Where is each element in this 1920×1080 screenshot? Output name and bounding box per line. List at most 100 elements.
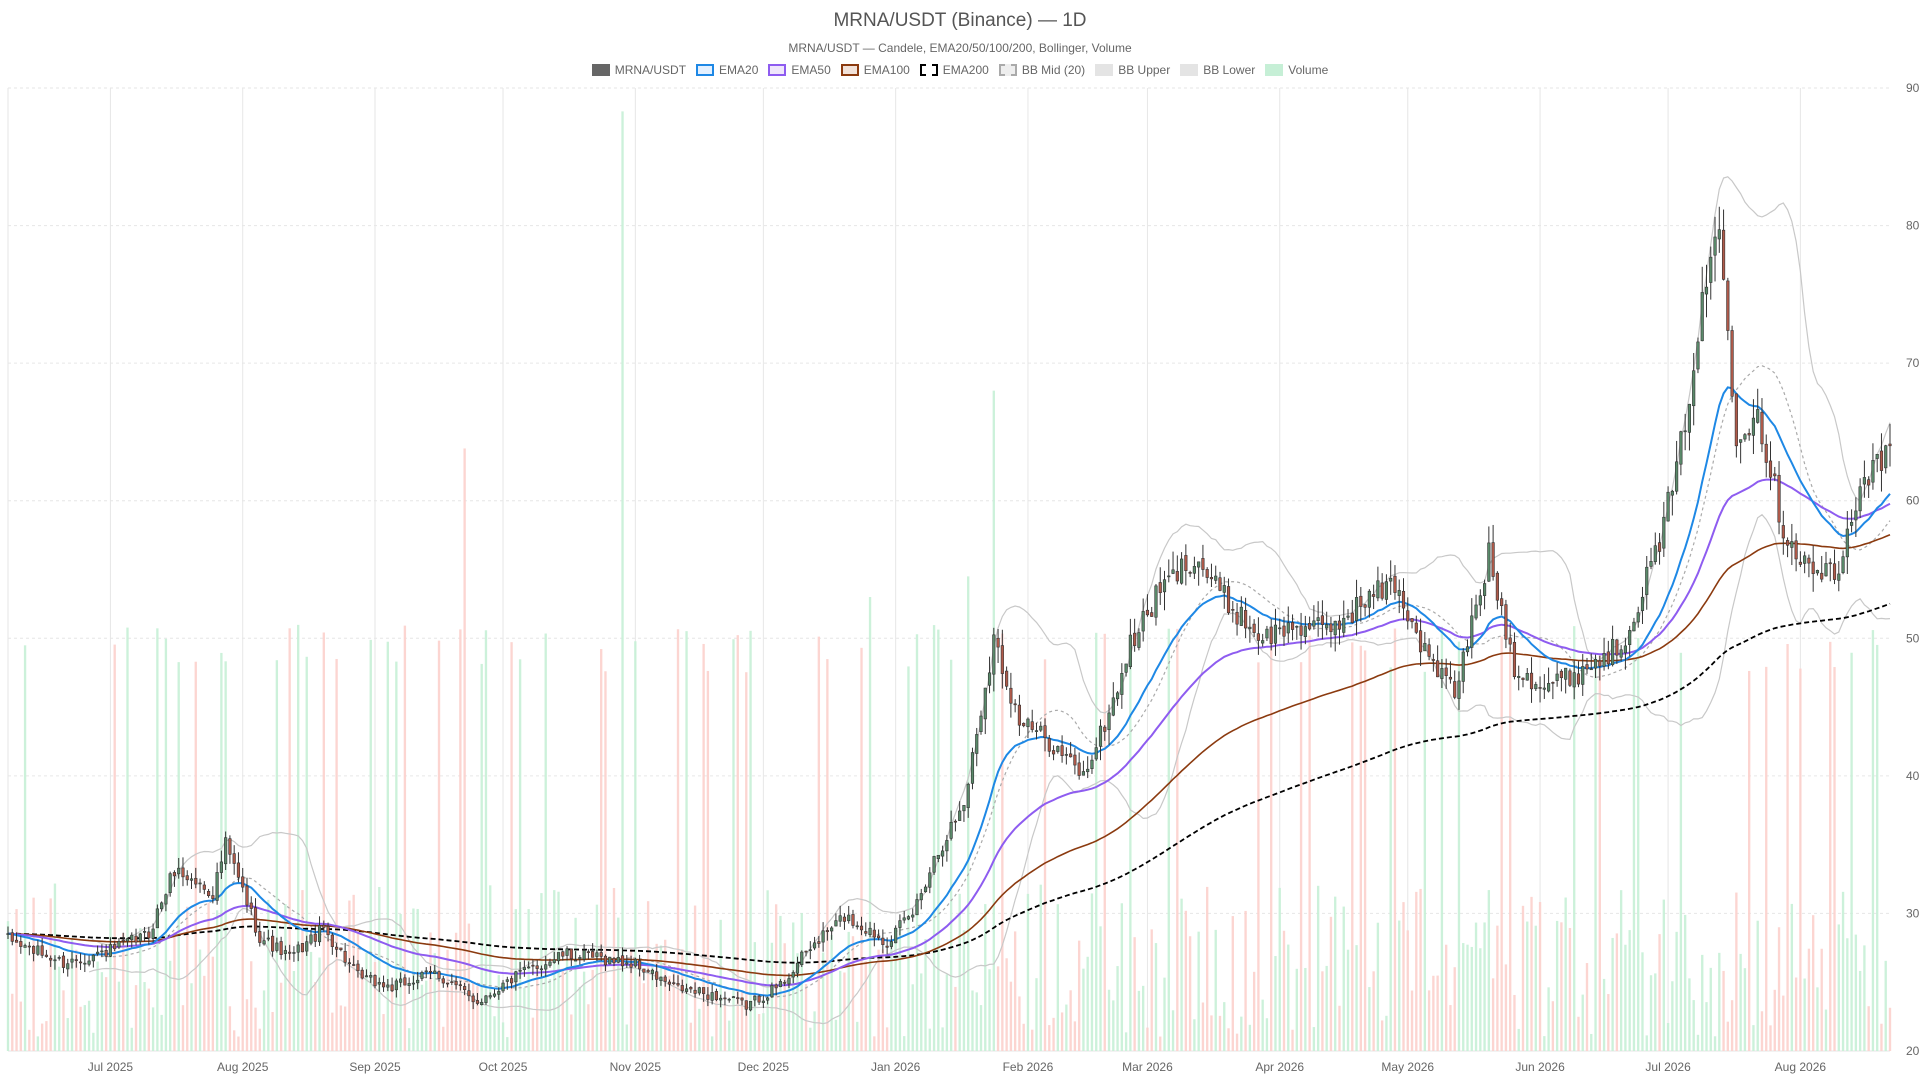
candle-body: [1871, 460, 1875, 483]
candle-body: [1640, 596, 1645, 611]
candle-body: [1751, 417, 1756, 436]
x-tick-label: Jun 2026: [1515, 1060, 1565, 1074]
legend-item[interactable]: EMA200: [919, 63, 989, 77]
volume-bar: [181, 1005, 185, 1051]
candle-body: [1645, 566, 1649, 595]
volume-bar: [1654, 973, 1657, 1051]
candle-body: [638, 960, 642, 970]
volume-bar: [395, 661, 398, 1051]
candle-body: [224, 837, 228, 865]
volume-bar: [245, 999, 249, 1051]
volume-bar: [254, 1007, 257, 1051]
volume-bar: [706, 670, 710, 1051]
candle-body: [142, 931, 147, 933]
bb-mid-line: [88, 365, 1891, 998]
volume-bar: [911, 984, 914, 1051]
candle-body: [1158, 582, 1162, 593]
legend-item[interactable]: EMA100: [840, 63, 910, 77]
candle-body: [1453, 681, 1457, 698]
candle-body: [928, 872, 932, 888]
candle-body: [667, 981, 672, 985]
candle-body: [1376, 580, 1380, 599]
candle-body: [91, 954, 95, 962]
volume-bar: [518, 659, 522, 1051]
candle-body: [1329, 623, 1333, 633]
volume-bar: [617, 917, 620, 1051]
candle-body: [1325, 624, 1329, 629]
candle-body: [185, 875, 189, 881]
candle-body: [1576, 673, 1581, 685]
candle-body: [1359, 595, 1363, 607]
x-tick-label: Dec 2025: [738, 1060, 790, 1074]
candle-body: [433, 970, 437, 974]
x-tick-label: Feb 2026: [1003, 1060, 1054, 1074]
volume-bar: [75, 949, 78, 1051]
legend-item[interactable]: MRNA/USDT: [591, 63, 686, 77]
volume-bar: [723, 1005, 727, 1051]
volume-bar: [1026, 893, 1030, 1051]
volume-bar: [1176, 628, 1179, 1051]
candle-body: [1086, 768, 1090, 773]
volume-bar: [873, 1036, 876, 1051]
x-tick-label: Aug 2025: [217, 1060, 269, 1074]
volume-bar: [147, 988, 151, 1051]
volume-bar: [766, 890, 769, 1051]
legend-item[interactable]: EMA20: [696, 63, 758, 77]
candle-body: [1564, 667, 1568, 680]
volume-bar: [1359, 645, 1362, 1051]
candle-body: [296, 944, 300, 953]
candle-body: [847, 914, 851, 922]
candle-body: [1150, 612, 1154, 617]
legend-item[interactable]: Volume: [1265, 63, 1328, 77]
volume-bar: [1854, 934, 1858, 1051]
volume-bar: [15, 909, 18, 1051]
volume-bar: [792, 922, 795, 1051]
volume-bar: [1513, 994, 1516, 1051]
ema50-line: [7, 478, 1891, 987]
volume-bar: [1880, 1023, 1883, 1051]
legend-item[interactable]: EMA50: [768, 63, 831, 77]
volume-bar: [1393, 628, 1397, 1051]
candle-body: [1841, 556, 1845, 574]
candle-body: [1666, 491, 1670, 522]
volume-bar: [420, 984, 424, 1051]
volume-bar: [1658, 934, 1661, 1051]
volume-bar: [1730, 1000, 1734, 1051]
candle-body: [586, 951, 590, 953]
volume-bar: [655, 943, 658, 1051]
candle-body: [305, 941, 309, 952]
volume-bar: [885, 1027, 889, 1051]
legend-item[interactable]: BB Mid (20): [998, 63, 1085, 77]
candle-body: [313, 933, 317, 942]
volume-bar: [190, 983, 193, 1051]
volume-bar: [1560, 922, 1563, 1051]
volume-bar: [732, 639, 735, 1051]
candle-body: [859, 925, 864, 931]
candle-body: [1111, 697, 1115, 716]
volume-bar: [1171, 1010, 1175, 1051]
legend-item[interactable]: BB Lower: [1180, 63, 1255, 77]
candle-body: [125, 938, 130, 942]
legend-item[interactable]: BB Upper: [1095, 63, 1170, 77]
candle-body: [552, 959, 556, 963]
candle-body: [1781, 525, 1785, 539]
volume-bar: [109, 919, 112, 1051]
candle-body: [202, 884, 206, 890]
volume-bar: [1227, 1028, 1230, 1051]
volume-bar: [629, 949, 633, 1051]
volume-bar: [1022, 1023, 1025, 1051]
candle-body: [1632, 621, 1636, 632]
candle-body: [1491, 542, 1495, 577]
volume-bar: [728, 1020, 731, 1051]
candle-body: [851, 914, 855, 926]
volume-bar: [1154, 943, 1158, 1051]
volume-bar: [1329, 916, 1333, 1051]
volume-bar: [305, 656, 308, 1051]
volume-bar: [548, 978, 552, 1051]
volume-bar: [1538, 902, 1542, 1051]
candle-body: [1252, 623, 1256, 633]
candle-body: [1205, 569, 1209, 578]
candle-body: [1448, 676, 1453, 680]
candle-body: [360, 969, 364, 979]
volume-bar: [1807, 948, 1811, 1051]
